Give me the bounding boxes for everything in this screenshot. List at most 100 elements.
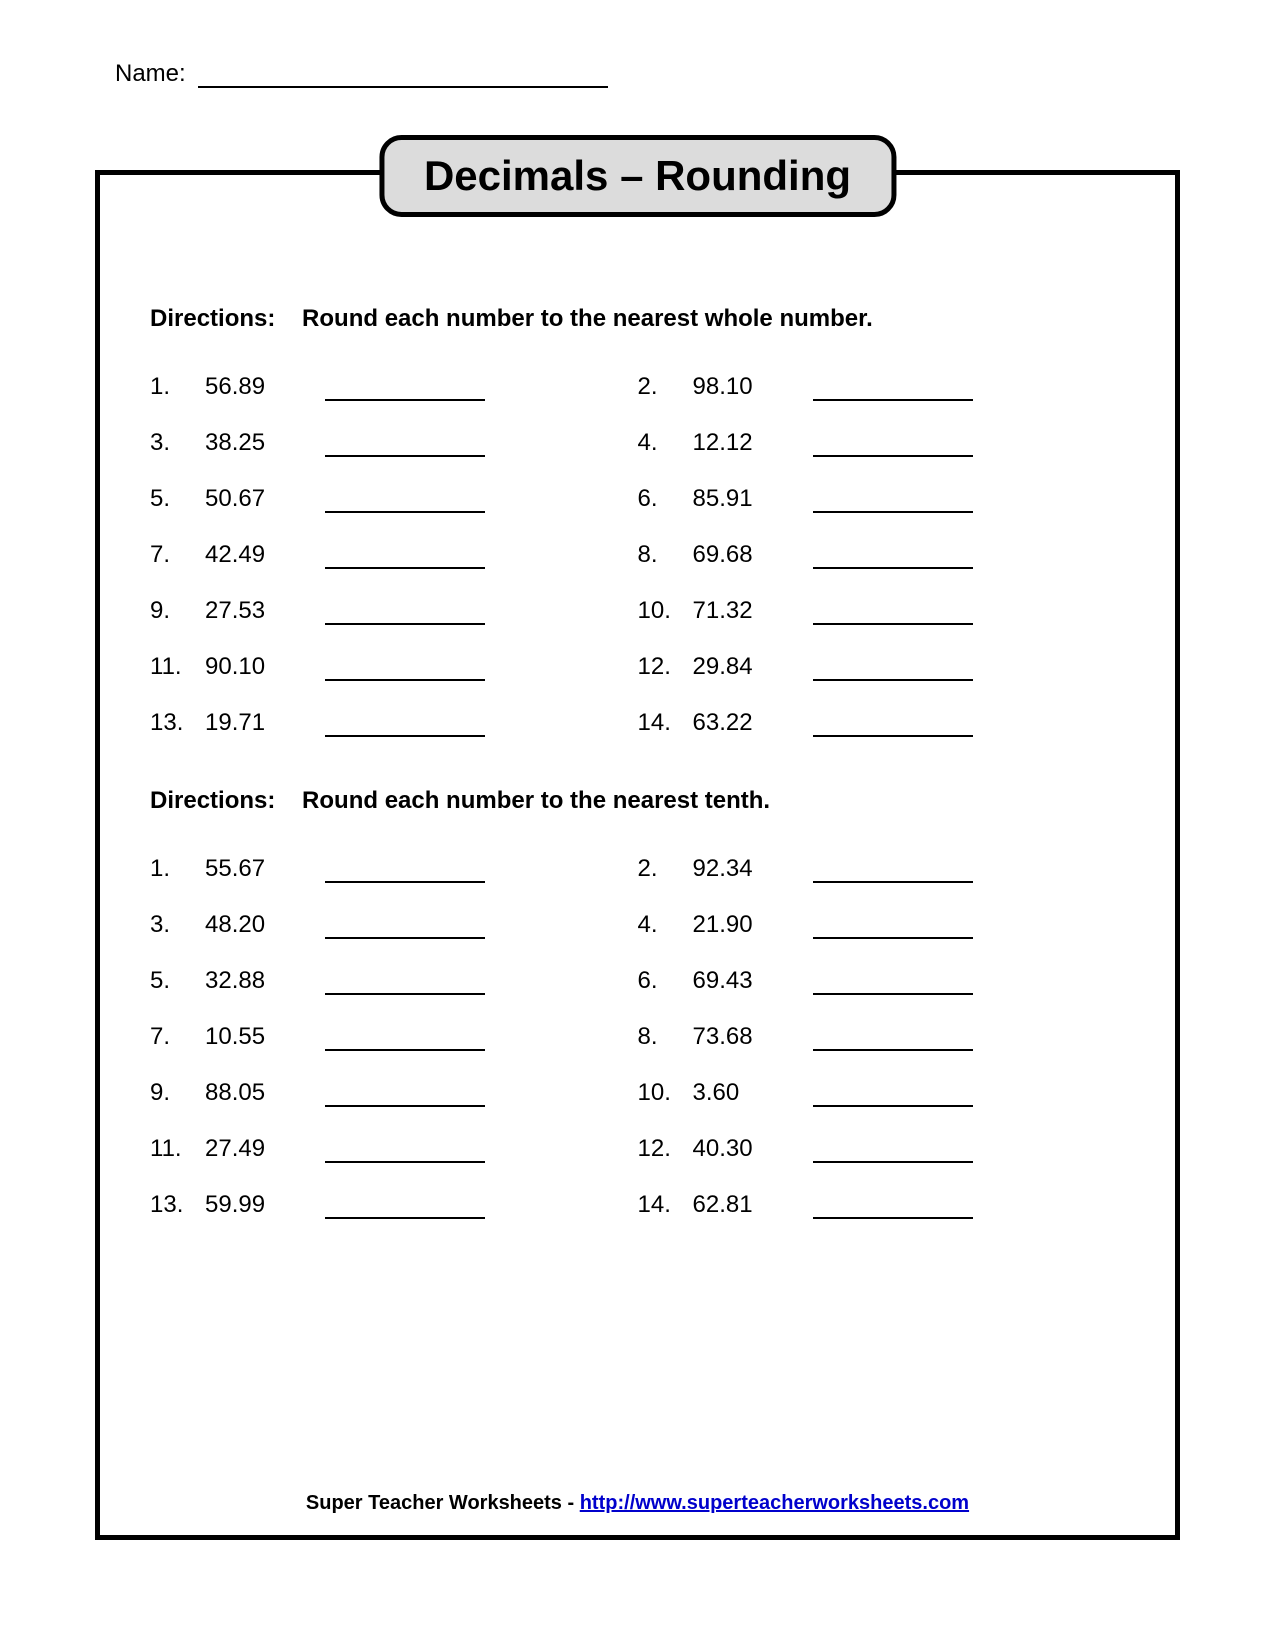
footer-text: Super Teacher Worksheets - xyxy=(306,1492,580,1514)
worksheet-title: Decimals – Rounding xyxy=(379,135,896,217)
problem-row: 5.32.886.69.43 xyxy=(150,967,1125,995)
answer-blank-line[interactable] xyxy=(813,917,973,939)
problem-value: 3.60 xyxy=(693,1079,813,1107)
problem-number: 7. xyxy=(150,541,205,569)
problem-number: 11. xyxy=(150,653,205,681)
problem-row: 3.38.254.12.12 xyxy=(150,429,1125,457)
problem-number: 1. xyxy=(150,373,205,401)
problem-value: 85.91 xyxy=(693,485,813,513)
answer-blank-line[interactable] xyxy=(325,1141,485,1163)
answer-blank-line[interactable] xyxy=(325,379,485,401)
problem-value: 55.67 xyxy=(205,855,325,883)
answer-blank-line[interactable] xyxy=(325,435,485,457)
problem-number: 9. xyxy=(150,597,205,625)
section2-directions: Directions: Round each number to the nea… xyxy=(150,787,1125,815)
answer-blank-line[interactable] xyxy=(813,659,973,681)
problem-number: 3. xyxy=(150,429,205,457)
directions-label: Directions: xyxy=(150,305,275,332)
problem-item: 7.42.49 xyxy=(150,541,638,569)
answer-blank-line[interactable] xyxy=(813,1197,973,1219)
section1-directions: Directions: Round each number to the nea… xyxy=(150,305,1125,333)
footer: Super Teacher Worksheets - http://www.su… xyxy=(100,1492,1175,1515)
answer-blank-line[interactable] xyxy=(325,1197,485,1219)
problem-row: 9.27.5310.71.32 xyxy=(150,597,1125,625)
problem-value: 21.90 xyxy=(693,911,813,939)
answer-blank-line[interactable] xyxy=(813,973,973,995)
answer-blank-line[interactable] xyxy=(325,861,485,883)
problem-value: 92.34 xyxy=(693,855,813,883)
answer-blank-line[interactable] xyxy=(325,917,485,939)
answer-blank-line[interactable] xyxy=(325,973,485,995)
problem-item: 4.12.12 xyxy=(638,429,1126,457)
problem-value: 12.12 xyxy=(693,429,813,457)
problem-item: 2.98.10 xyxy=(638,373,1126,401)
answer-blank-line[interactable] xyxy=(325,547,485,569)
problem-item: 3.38.25 xyxy=(150,429,638,457)
problem-item: 7.10.55 xyxy=(150,1023,638,1051)
problem-value: 10.55 xyxy=(205,1023,325,1051)
directions-text: Round each number to the nearest whole n… xyxy=(302,305,873,332)
problem-row: 3.48.204.21.90 xyxy=(150,911,1125,939)
problem-item: 1.55.67 xyxy=(150,855,638,883)
answer-blank-line[interactable] xyxy=(813,435,973,457)
answer-blank-line[interactable] xyxy=(325,1085,485,1107)
problem-item: 10.3.60 xyxy=(638,1079,1126,1107)
answer-blank-line[interactable] xyxy=(325,715,485,737)
problem-number: 7. xyxy=(150,1023,205,1051)
problem-row: 13.19.7114.63.22 xyxy=(150,709,1125,737)
name-label: Name: xyxy=(115,60,186,88)
problem-value: 62.81 xyxy=(693,1191,813,1219)
problem-number: 4. xyxy=(638,429,693,457)
problem-row: 7.42.498.69.68 xyxy=(150,541,1125,569)
problem-number: 12. xyxy=(638,653,693,681)
problem-item: 2.92.34 xyxy=(638,855,1126,883)
problem-number: 5. xyxy=(150,485,205,513)
problem-value: 63.22 xyxy=(693,709,813,737)
problem-number: 14. xyxy=(638,709,693,737)
problem-item: 14.62.81 xyxy=(638,1191,1126,1219)
problem-number: 2. xyxy=(638,855,693,883)
problem-item: 8.73.68 xyxy=(638,1023,1126,1051)
problem-value: 88.05 xyxy=(205,1079,325,1107)
problem-number: 14. xyxy=(638,1191,693,1219)
problem-number: 8. xyxy=(638,541,693,569)
problem-item: 13.19.71 xyxy=(150,709,638,737)
problem-number: 8. xyxy=(638,1023,693,1051)
answer-blank-line[interactable] xyxy=(813,1029,973,1051)
footer-link[interactable]: http://www.superteacherworksheets.com xyxy=(580,1492,969,1514)
answer-blank-line[interactable] xyxy=(813,603,973,625)
problem-row: 9.88.0510.3.60 xyxy=(150,1079,1125,1107)
problem-item: 5.32.88 xyxy=(150,967,638,995)
answer-blank-line[interactable] xyxy=(813,715,973,737)
problem-value: 19.71 xyxy=(205,709,325,737)
problem-number: 3. xyxy=(150,911,205,939)
problem-number: 6. xyxy=(638,485,693,513)
problem-row: 11.27.4912.40.30 xyxy=(150,1135,1125,1163)
answer-blank-line[interactable] xyxy=(325,603,485,625)
answer-blank-line[interactable] xyxy=(813,491,973,513)
problem-item: 9.88.05 xyxy=(150,1079,638,1107)
answer-blank-line[interactable] xyxy=(325,491,485,513)
answer-blank-line[interactable] xyxy=(813,1141,973,1163)
section2-problems: 1.55.672.92.34 3.48.204.21.90 5.32.886.69.… xyxy=(150,855,1125,1219)
name-blank-line[interactable] xyxy=(198,64,608,88)
problem-item: 3.48.20 xyxy=(150,911,638,939)
problem-item: 8.69.68 xyxy=(638,541,1126,569)
problem-value: 98.10 xyxy=(693,373,813,401)
problem-value: 69.68 xyxy=(693,541,813,569)
problem-number: 13. xyxy=(150,709,205,737)
problem-row: 13.59.9914.62.81 xyxy=(150,1191,1125,1219)
name-field-row: Name: xyxy=(115,60,608,88)
problem-number: 5. xyxy=(150,967,205,995)
problem-value: 56.89 xyxy=(205,373,325,401)
answer-blank-line[interactable] xyxy=(325,659,485,681)
problem-value: 32.88 xyxy=(205,967,325,995)
answer-blank-line[interactable] xyxy=(813,1085,973,1107)
answer-blank-line[interactable] xyxy=(813,547,973,569)
answer-blank-line[interactable] xyxy=(813,379,973,401)
problem-number: 9. xyxy=(150,1079,205,1107)
problem-value: 71.32 xyxy=(693,597,813,625)
answer-blank-line[interactable] xyxy=(813,861,973,883)
answer-blank-line[interactable] xyxy=(325,1029,485,1051)
worksheet-content: Directions: Round each number to the nea… xyxy=(100,175,1175,1219)
